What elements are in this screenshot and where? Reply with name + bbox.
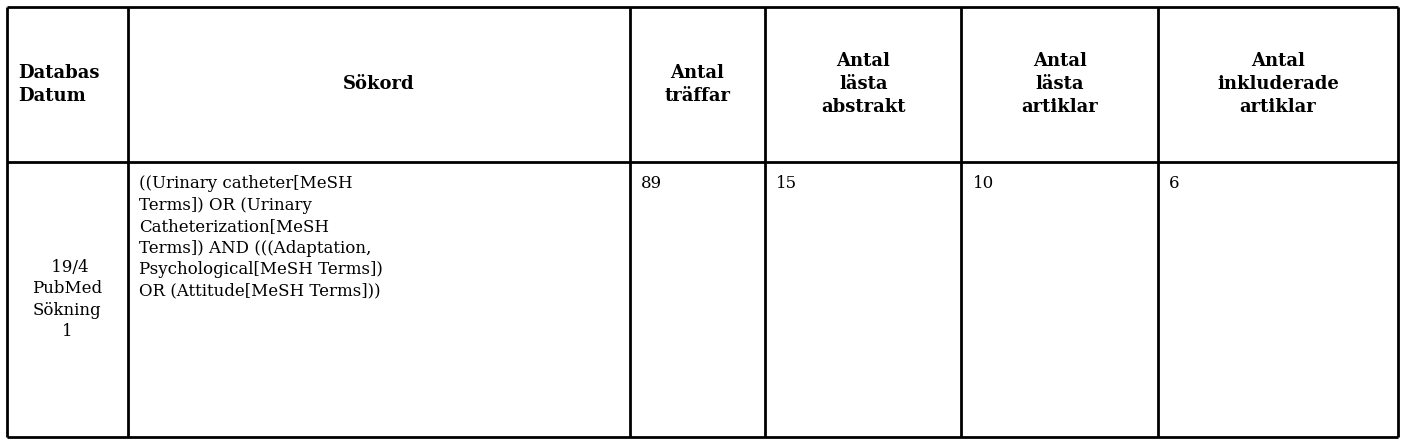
Text: Databas
Datum: Databas Datum — [18, 64, 100, 105]
Text: 6: 6 — [1169, 175, 1180, 192]
Text: 10: 10 — [972, 175, 993, 192]
Text: 15: 15 — [777, 175, 798, 192]
Text: Antal
träffar: Antal träffar — [665, 64, 731, 105]
Text: Antal
lästa
abstrakt: Antal lästa abstrakt — [821, 52, 906, 116]
Text: 19/4
PubMed
Sökning
1: 19/4 PubMed Sökning 1 — [32, 259, 103, 341]
Text: Antal
lästa
artiklar: Antal lästa artiklar — [1021, 52, 1099, 116]
Text: Antal
inkluderade
artiklar: Antal inkluderade artiklar — [1217, 52, 1339, 116]
Text: ((Urinary catheter[MeSH
Terms]) OR (Urinary
Catheterization[MeSH
Terms]) AND (((: ((Urinary catheter[MeSH Terms]) OR (Urin… — [139, 175, 384, 300]
Text: 89: 89 — [641, 175, 662, 192]
Text: Sökord: Sökord — [343, 75, 414, 93]
